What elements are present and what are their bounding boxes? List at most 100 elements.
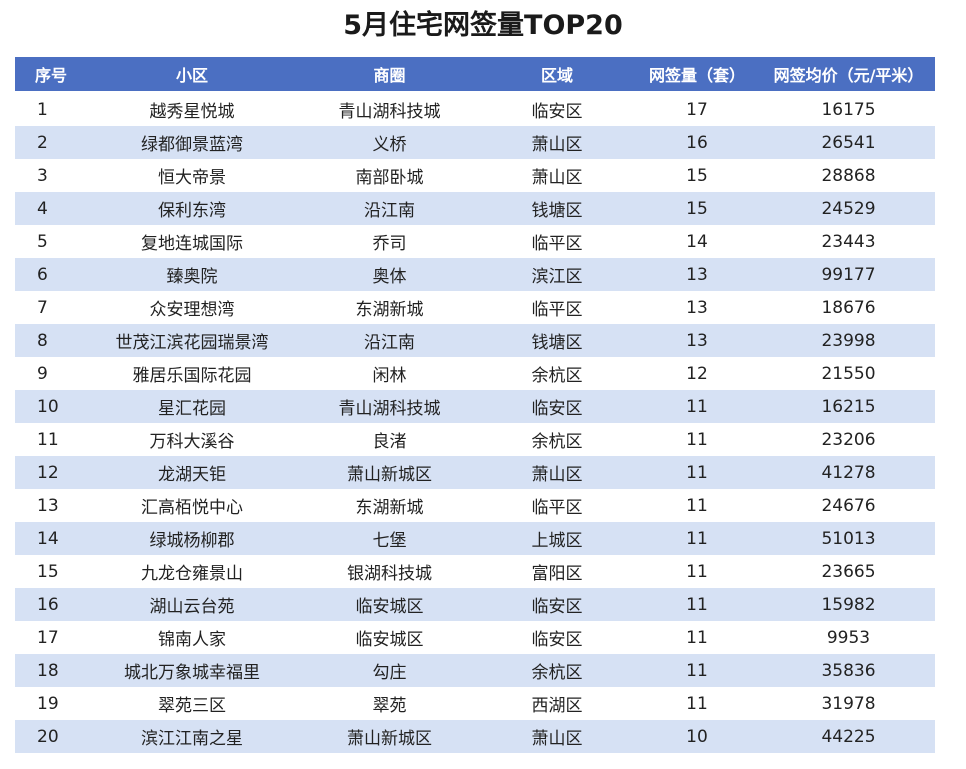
cell-index: 6	[37, 264, 48, 285]
cell-region: 临安区	[531, 399, 583, 419]
cell-business-district: 东湖新城	[355, 498, 424, 518]
cell-region: 萧山区	[531, 168, 583, 188]
cell-region: 钱塘区	[531, 333, 583, 353]
cell-index: 7	[37, 297, 48, 318]
cell-region: 临平区	[531, 300, 583, 320]
cell-index: 16	[37, 594, 59, 615]
header-sales-count: 网签量（套）	[648, 66, 745, 85]
cell-community: 星汇花园	[158, 399, 226, 419]
cell-avg-price: 15982	[821, 594, 876, 615]
cell-business-district: 临安城区	[355, 597, 424, 617]
cell-sales-count: 13	[686, 330, 708, 351]
cell-sales-count: 12	[686, 363, 708, 384]
table-body: 1 越秀星悦城 青山湖科技城 临安区 17 16175 2 绿都御景蓝湾 义桥 萧山区 16 2654…	[15, 93, 935, 753]
cell-avg-price: 18676	[821, 297, 876, 318]
header-region: 区域	[540, 66, 573, 85]
cell-business-district: 乔司	[372, 234, 407, 254]
cell-sales-count: 14	[686, 231, 708, 252]
cell-community: 万科大溪谷	[149, 432, 235, 452]
table-row: 15 九龙仓雍景山 银湖科技城 富阳区 11 23665	[15, 555, 935, 588]
table-row: 12 龙湖天钜 萧山新城区 萧山区 11 41278	[15, 456, 935, 489]
table-row: 4 保利东湾 沿江南 钱塘区 15 24529	[15, 192, 935, 225]
cell-index: 9	[37, 363, 48, 384]
cell-region: 余杭区	[531, 432, 583, 452]
table-row: 1 越秀星悦城 青山湖科技城 临安区 17 16175	[15, 93, 935, 126]
cell-region: 萧山区	[531, 729, 583, 749]
table-row: 5 复地连城国际 乔司 临平区 14 23443	[15, 225, 935, 258]
cell-business-district: 翠苑	[372, 696, 407, 716]
cell-avg-price: 35836	[821, 660, 876, 681]
cell-index: 3	[37, 165, 48, 186]
header-business-district: 商圈	[373, 66, 406, 85]
table-row: 20 滨江江南之星 萧山新城区 萧山区 10 44225	[15, 720, 935, 753]
cell-avg-price: 23998	[821, 330, 876, 351]
cell-community: 众安理想湾	[149, 300, 235, 320]
cell-region: 临安区	[531, 630, 583, 650]
cell-community: 滨江江南之星	[141, 729, 243, 749]
cell-index: 13	[37, 495, 59, 516]
cell-business-district: 萧山新城区	[347, 729, 432, 749]
cell-region: 萧山区	[531, 135, 583, 155]
cell-community: 恒大帝景	[158, 168, 226, 188]
cell-sales-count: 13	[686, 264, 708, 285]
cell-community: 绿城杨柳郡	[149, 531, 235, 551]
header-avg-price: 网签均价（元/平米）	[773, 66, 924, 85]
cell-business-district: 临安城区	[355, 630, 424, 650]
cell-community: 龙湖天钜	[158, 465, 226, 485]
cell-sales-count: 17	[686, 99, 708, 120]
cell-sales-count: 16	[686, 132, 708, 153]
cell-community: 臻奥院	[166, 267, 218, 287]
table-row: 7 众安理想湾 东湖新城 临平区 13 18676	[15, 291, 935, 324]
cell-business-district: 良渚	[372, 432, 407, 452]
cell-community: 绿都御景蓝湾	[141, 135, 243, 155]
cell-sales-count: 11	[686, 627, 708, 648]
cell-community: 保利东湾	[158, 201, 226, 221]
cell-community: 湖山云台苑	[149, 597, 235, 617]
cell-community: 汇高栢悦中心	[141, 498, 243, 518]
cell-avg-price: 9953	[826, 627, 871, 648]
table-row: 14 绿城杨柳郡 七堡 上城区 11 51013	[15, 522, 935, 555]
header-index: 序号	[34, 66, 67, 85]
cell-region: 余杭区	[531, 663, 583, 683]
cell-avg-price: 44225	[821, 726, 876, 747]
page-title: 5月住宅网签量TOP20	[343, 10, 623, 41]
table-row: 18 城北万象城幸福里 勾庄 余杭区 11 35836	[15, 654, 935, 687]
cell-community: 城北万象城幸福里	[124, 663, 260, 683]
table-row: 9 雅居乐国际花园 闲林 余杭区 12 21550	[15, 357, 935, 390]
cell-business-district: 沿江南	[364, 201, 415, 221]
cell-region: 临平区	[531, 498, 583, 518]
table-row: 17 锦南人家 临安城区 临安区 11 9953	[15, 621, 935, 654]
cell-region: 余杭区	[531, 366, 583, 386]
cell-avg-price: 16215	[821, 396, 876, 417]
cell-avg-price: 23206	[821, 429, 876, 450]
cell-business-district: 南部卧城	[355, 168, 424, 188]
cell-index: 5	[37, 231, 48, 252]
table-row: 10 星汇花园 青山湖科技城 临安区 11 16215	[15, 390, 935, 423]
cell-region: 钱塘区	[531, 201, 583, 221]
cell-avg-price: 24676	[821, 495, 876, 516]
cell-sales-count: 10	[686, 726, 708, 747]
cell-business-district: 义桥	[372, 135, 407, 155]
cell-avg-price: 23443	[821, 231, 876, 252]
cell-index: 4	[37, 198, 48, 219]
cell-community: 世茂江滨花园瑞景湾	[115, 333, 269, 353]
table-row: 16 湖山云台苑 临安城区 临安区 11 15982	[15, 588, 935, 621]
cell-community: 锦南人家	[158, 630, 226, 650]
cell-business-district: 闲林	[372, 366, 407, 386]
cell-avg-price: 23665	[821, 561, 876, 582]
cell-index: 20	[37, 726, 59, 747]
cell-business-district: 东湖新城	[355, 300, 424, 320]
cell-business-district: 青山湖科技城	[338, 102, 441, 122]
cell-community: 九龙仓雍景山	[141, 564, 243, 584]
cell-region: 西湖区	[531, 696, 583, 716]
cell-avg-price: 26541	[821, 132, 876, 153]
cell-sales-count: 11	[686, 495, 708, 516]
cell-avg-price: 24529	[821, 198, 876, 219]
cell-community: 越秀星悦城	[149, 102, 235, 122]
table-header: 序号 小区 商圈 区域 网签量（套） 网签均价（元/平米）	[15, 57, 935, 91]
cell-business-district: 沿江南	[364, 333, 415, 353]
cell-region: 临安区	[531, 102, 583, 122]
cell-index: 18	[37, 660, 59, 681]
cell-sales-count: 15	[686, 165, 708, 186]
table-row: 8 世茂江滨花园瑞景湾 沿江南 钱塘区 13 23998	[15, 324, 935, 357]
